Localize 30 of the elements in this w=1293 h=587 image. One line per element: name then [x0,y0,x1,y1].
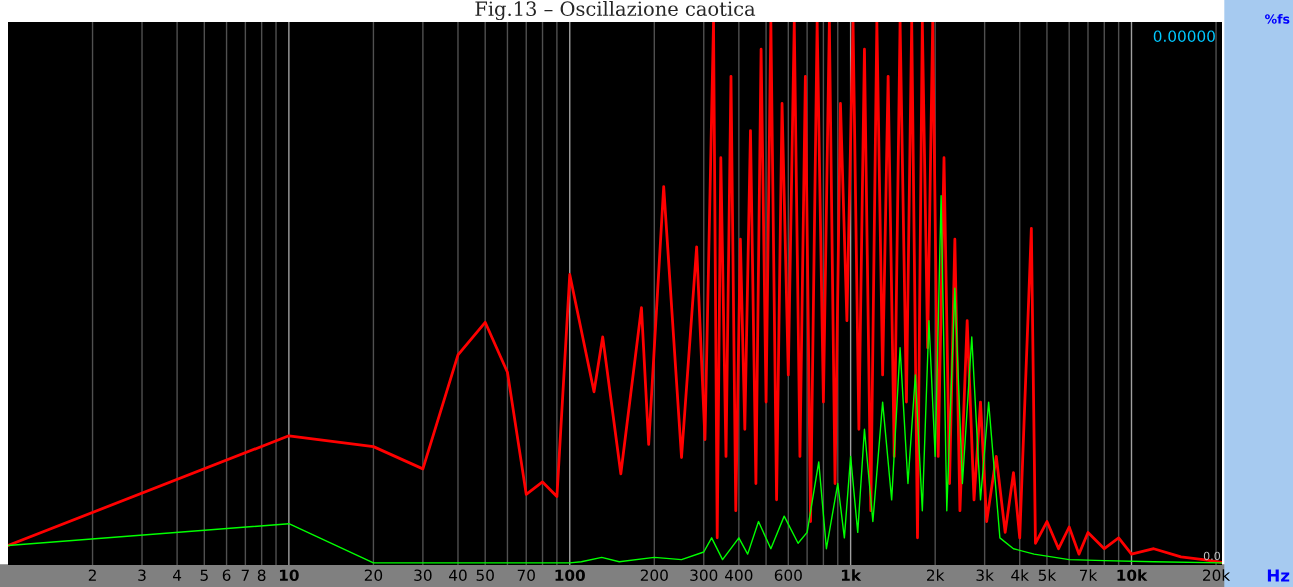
x-tick-label: 4k [1011,569,1029,581]
x-tick-label: 50 [476,569,494,581]
y-axis-title: %fs [1265,14,1290,24]
x-tick-label: 70 [517,569,535,581]
x-tick-label: 100 [555,569,585,581]
x-tick-label: 4 [172,569,182,581]
x-tick-label: 10 [279,569,299,581]
x-axis-title: Hz [1267,569,1290,582]
x-tick-label: 8 [257,569,266,581]
x-tick-label: 30 [414,569,432,581]
x-tick-label: 10k [1117,569,1148,581]
x-tick-label: 7k [1079,569,1098,581]
x-tick-label: 300 [690,569,718,581]
x-tick-label: 20 [364,569,383,581]
x-tick-label: 2 [88,569,96,581]
x-tick-label: 1k [841,569,862,581]
x-tick-label: 40 [449,569,467,581]
x-tick-label: 3 [138,569,146,581]
x-tick-label: 600 [774,569,802,581]
annotation: 0.0 [1203,551,1221,561]
chart-title: Fig.13 – Oscillazione caotica [475,1,756,21]
x-tick-label: 7 [241,569,249,581]
annotation: 0.00000 [1153,30,1215,42]
x-tick-label: 6 [222,569,231,581]
x-tick-label: 400 [725,569,753,581]
x-tick-label: 5k [1038,569,1057,581]
x-tick-label: 200 [640,569,668,581]
x-tick-label: 5 [200,569,208,581]
x-tick-label: 2k [927,569,945,581]
x-tick-label: 3k [976,569,994,581]
